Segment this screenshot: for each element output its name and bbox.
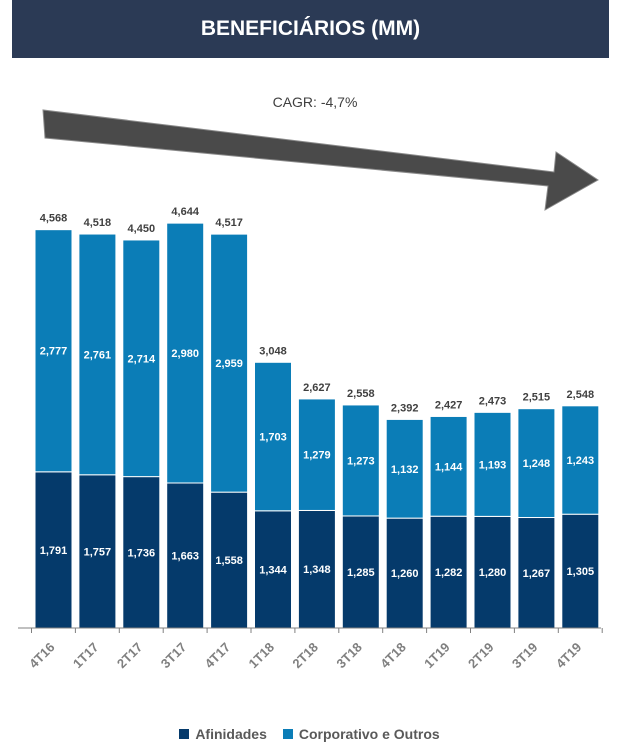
x-tick-label-1T17: 1T17 bbox=[70, 640, 102, 672]
label-afinidades-3T18: 1,285 bbox=[347, 567, 375, 579]
x-tick-label-3T18: 3T18 bbox=[333, 640, 365, 672]
bar-afinidades-4T17 bbox=[210, 491, 249, 629]
bar-afinidades-2T18 bbox=[297, 509, 336, 629]
bar-corporativo-2T17 bbox=[122, 239, 161, 478]
bar-corporativo-2T19 bbox=[473, 411, 512, 517]
legend-swatch-afinidades bbox=[179, 729, 190, 739]
label-corporativo-3T17: 2,980 bbox=[171, 348, 199, 360]
x-tick-label-1T18: 1T18 bbox=[246, 640, 278, 672]
label-afinidades-3T19: 1,267 bbox=[523, 568, 551, 580]
bar-afinidades-2T17 bbox=[122, 476, 161, 629]
total-label-3T18: 2,558 bbox=[347, 388, 375, 400]
x-tick-label-4T19: 4T19 bbox=[553, 640, 585, 672]
total-label-4T16: 4,568 bbox=[40, 213, 68, 225]
total-label-1T18: 3,048 bbox=[259, 345, 287, 357]
label-corporativo-1T18: 1,703 bbox=[259, 432, 287, 444]
x-tick-label-3T19: 3T19 bbox=[509, 640, 541, 672]
x-tick-label-4T16: 4T16 bbox=[26, 640, 58, 672]
total-label-4T18: 2,392 bbox=[391, 402, 419, 414]
bar-afinidades-4T16 bbox=[34, 471, 73, 629]
bar-afinidades-4T19 bbox=[561, 513, 600, 629]
chart-title: BENEFICIÁRIOS (MM) bbox=[200, 17, 421, 40]
bar-corporativo-3T19 bbox=[517, 408, 556, 519]
bar-corporativo-4T18 bbox=[385, 418, 424, 519]
total-label-3T17: 4,644 bbox=[171, 206, 199, 218]
bar-corporativo-2T18 bbox=[297, 398, 336, 511]
chart-header: BENEFICIÁRIOS (MM) bbox=[12, 0, 609, 58]
bar-afinidades-4T18 bbox=[385, 517, 424, 629]
legend-label-corporativo: Corporativo e Outros bbox=[298, 726, 440, 742]
label-afinidades-3T17: 1,663 bbox=[171, 550, 199, 562]
label-corporativo-4T18: 1,132 bbox=[391, 464, 419, 476]
bar-corporativo-3T17 bbox=[166, 222, 205, 484]
total-label-1T17: 4,518 bbox=[84, 217, 112, 229]
total-label-2T19: 2,473 bbox=[479, 395, 507, 407]
trend-arrow bbox=[42, 109, 599, 211]
x-tick-label-4T18: 4T18 bbox=[377, 640, 409, 672]
legend-swatch-corporativo bbox=[282, 729, 293, 739]
bar-corporativo-4T16 bbox=[34, 229, 73, 473]
total-label-2T17: 4,450 bbox=[128, 223, 156, 235]
label-corporativo-4T16: 2,777 bbox=[40, 346, 68, 358]
label-afinidades-4T18: 1,260 bbox=[391, 568, 419, 580]
label-afinidades-1T17: 1,757 bbox=[84, 546, 112, 558]
x-tick-label-4T17: 4T17 bbox=[202, 640, 234, 672]
x-tick-label-2T17: 2T17 bbox=[114, 640, 146, 672]
label-afinidades-4T16: 1,791 bbox=[40, 545, 68, 557]
bar-afinidades-1T19 bbox=[429, 515, 468, 629]
bar-afinidades-2T19 bbox=[473, 515, 512, 629]
label-afinidades-2T17: 1,736 bbox=[128, 547, 156, 559]
cagr-annotation: CAGR: -4,7% bbox=[273, 94, 358, 110]
bar-afinidades-3T18 bbox=[341, 515, 380, 629]
label-corporativo-2T18: 1,279 bbox=[303, 450, 331, 462]
label-afinidades-2T19: 1,280 bbox=[479, 567, 507, 579]
total-label-4T19: 2,548 bbox=[567, 389, 595, 401]
label-corporativo-1T19: 1,144 bbox=[435, 461, 463, 473]
bar-afinidades-1T17 bbox=[78, 474, 117, 629]
legend-item-corporativo: Corporativo e Outros bbox=[282, 726, 440, 742]
label-afinidades-4T19: 1,305 bbox=[567, 566, 595, 578]
label-afinidades-4T17: 1,558 bbox=[215, 555, 243, 567]
label-afinidades-1T19: 1,282 bbox=[435, 567, 463, 579]
bar-corporativo-1T19 bbox=[429, 415, 468, 517]
label-corporativo-1T17: 2,761 bbox=[84, 349, 112, 361]
bar-corporativo-3T18 bbox=[341, 404, 380, 517]
label-corporativo-2T17: 2,714 bbox=[128, 353, 156, 365]
x-tick-label-2T18: 2T18 bbox=[289, 640, 321, 672]
x-tick-label-3T17: 3T17 bbox=[158, 640, 190, 672]
label-corporativo-3T18: 1,273 bbox=[347, 455, 375, 467]
legend: Afinidades Corporativo e Outros bbox=[0, 726, 619, 742]
bar-corporativo-1T17 bbox=[78, 233, 117, 476]
bar-corporativo-1T18 bbox=[254, 361, 292, 512]
total-label-2T18: 2,627 bbox=[303, 382, 331, 394]
legend-item-afinidades: Afinidades bbox=[179, 726, 267, 742]
bar-corporativo-4T17 bbox=[210, 233, 249, 493]
legend-label-afinidades: Afinidades bbox=[195, 726, 267, 742]
bar-corporativo-4T19 bbox=[561, 405, 600, 515]
x-tick-label-2T19: 2T19 bbox=[465, 640, 497, 672]
label-corporativo-3T19: 1,248 bbox=[523, 458, 551, 470]
label-afinidades-2T18: 1,348 bbox=[303, 564, 331, 576]
label-corporativo-4T17: 2,959 bbox=[215, 358, 243, 370]
total-label-4T17: 4,517 bbox=[215, 217, 243, 229]
label-corporativo-2T19: 1,193 bbox=[479, 459, 507, 471]
label-afinidades-1T18: 1,344 bbox=[259, 564, 287, 576]
total-label-3T19: 2,515 bbox=[523, 392, 551, 404]
bar-afinidades-1T18 bbox=[254, 510, 292, 629]
total-label-1T19: 2,427 bbox=[435, 399, 463, 411]
x-tick-label-1T19: 1T19 bbox=[421, 640, 453, 672]
label-corporativo-4T19: 1,243 bbox=[567, 455, 595, 467]
